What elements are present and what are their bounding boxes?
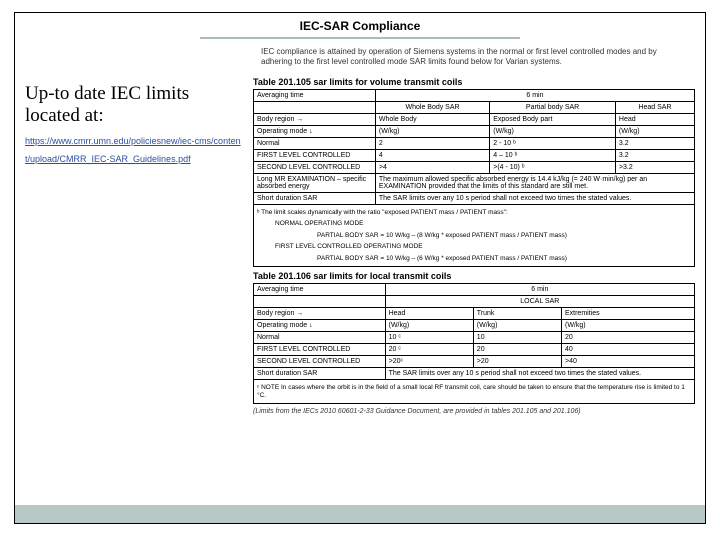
cell — [254, 102, 376, 114]
guidelines-link[interactable]: https://www.cmrr.umn.edu/policiesnew/iec… — [25, 136, 241, 164]
left-column: Up-to date IEC limits located at: https:… — [25, 73, 253, 415]
note-c: ᶜ NOTE In cases where the orbit is in th… — [257, 382, 691, 401]
title-underline — [200, 37, 520, 39]
footer-bar — [15, 505, 705, 523]
cell: 20 — [561, 332, 694, 344]
cell: The SAR limits over any 10 s period shal… — [385, 368, 694, 380]
cell: FIRST LEVEL CONTROLLED — [254, 344, 386, 356]
cell: SECOND LEVEL CONTROLLED — [254, 162, 376, 174]
left-heading: Up-to date IEC limits located at: — [25, 83, 245, 127]
cell: >40 — [561, 356, 694, 368]
cell: >20ᶜ — [385, 356, 473, 368]
cell: Averaging time — [254, 90, 376, 102]
right-column: Table 201.105 sar limits for volume tran… — [253, 73, 695, 415]
cell: Body region → — [254, 308, 386, 320]
cell: Short duration SAR — [254, 368, 386, 380]
cell: Trunk — [473, 308, 561, 320]
cell: Partial body SAR — [490, 102, 616, 114]
cell: (W/kg) — [490, 126, 616, 138]
cell: 4 – 10 ᵇ — [490, 150, 616, 162]
cell: (W/kg) — [385, 320, 473, 332]
cell: Head — [615, 114, 694, 126]
slide-frame: IEC-SAR Compliance IEC compliance is att… — [14, 12, 706, 524]
cell: LOCAL SAR — [385, 296, 694, 308]
cell: (W/kg) — [561, 320, 694, 332]
footer-note: (Limits from the IECs 2010 60601-2-33 Gu… — [253, 408, 695, 415]
cell: Normal — [254, 332, 386, 344]
cell: 2 - 10 ᵇ — [490, 138, 616, 150]
cell: Averaging time — [254, 284, 386, 296]
note-b2-txt: PARTIAL BODY SAR = 10 W/kg – (6 W/kg * e… — [257, 253, 691, 264]
cell: The SAR limits over any 10 s period shal… — [375, 193, 694, 205]
cell: 3.2 — [615, 138, 694, 150]
cell: 3.2 — [615, 150, 694, 162]
cell: 10 ᶜ — [385, 332, 473, 344]
cell: Long MR EXAMINATION – specific absorbed … — [254, 174, 376, 193]
cell: Operating mode ↓ — [254, 320, 386, 332]
cell: Whole Body — [375, 114, 489, 126]
cell: 4 — [375, 150, 489, 162]
note-b: ᵇ The limit scales dynamically with the … — [257, 207, 691, 218]
cell: >(4 - 10) ᵇ — [490, 162, 616, 174]
cell: Normal — [254, 138, 376, 150]
cell: ᶜ NOTE In cases where the orbit is in th… — [254, 380, 695, 404]
cell: 6 min — [385, 284, 694, 296]
table-105-caption: Table 201.105 sar limits for volume tran… — [253, 77, 695, 87]
note-b2: FIRST LEVEL CONTROLLED OPERATING MODE — [257, 241, 691, 252]
table-106: Averaging time 6 min LOCAL SAR Body regi… — [253, 283, 695, 404]
cell: 20 — [473, 344, 561, 356]
cell: FIRST LEVEL CONTROLLED — [254, 150, 376, 162]
cell: Exposed Body part — [490, 114, 616, 126]
table-105: Averaging time 6 min Whole Body SAR Part… — [253, 89, 695, 267]
cell: (W/kg) — [375, 126, 489, 138]
cell: Body region → — [254, 114, 376, 126]
cell: 6 min — [375, 90, 694, 102]
cell: >3.2 — [615, 162, 694, 174]
cell: (W/kg) — [473, 320, 561, 332]
cell: Head — [385, 308, 473, 320]
cell: SECOND LEVEL CONTROLLED — [254, 356, 386, 368]
cell: 2 — [375, 138, 489, 150]
note-b1-txt: PARTIAL BODY SAR = 10 W/kg – (8 W/kg * e… — [257, 230, 691, 241]
intro-text: IEC compliance is attained by operation … — [15, 47, 705, 67]
cell: Extremities — [561, 308, 694, 320]
cell: ᵇ The limit scales dynamically with the … — [254, 205, 695, 267]
cell: >20 — [473, 356, 561, 368]
cell: Whole Body SAR — [375, 102, 489, 114]
cell: Short duration SAR — [254, 193, 376, 205]
cell: Operating mode ↓ — [254, 126, 376, 138]
note-b1: NORMAL OPERATING MODE — [257, 218, 691, 229]
cell: 20 ᶜ — [385, 344, 473, 356]
cell: 40 — [561, 344, 694, 356]
cell: 10 — [473, 332, 561, 344]
cell: >4 — [375, 162, 489, 174]
slide-title: IEC-SAR Compliance — [15, 13, 705, 35]
cell — [254, 296, 386, 308]
cell: Head SAR — [615, 102, 694, 114]
content-row: Up-to date IEC limits located at: https:… — [15, 67, 705, 415]
cell: (W/kg) — [615, 126, 694, 138]
table-106-caption: Table 201.106 sar limits for local trans… — [253, 271, 695, 281]
cell: The maximum allowed specific absorbed en… — [375, 174, 694, 193]
